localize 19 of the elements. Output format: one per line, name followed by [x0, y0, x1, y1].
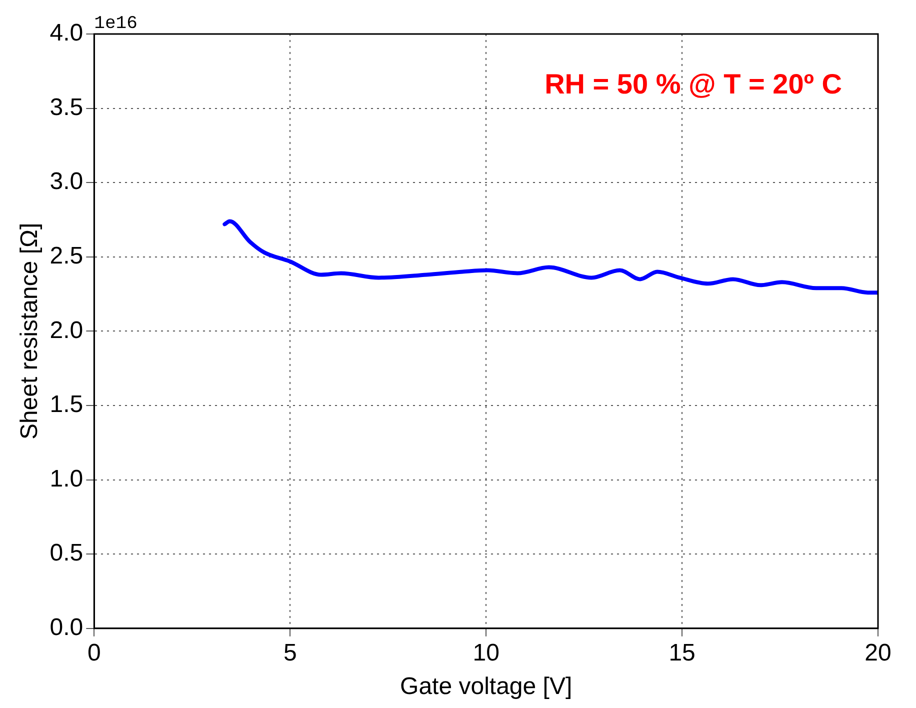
- y-tick-label: 3.0: [50, 168, 84, 196]
- y-tick-label: 1.0: [50, 465, 84, 492]
- x-tick-label: 0: [87, 639, 101, 666]
- line-series: [222, 219, 878, 295]
- y-tick-label: 3.5: [50, 94, 84, 121]
- annotation: RH = 50 % @ T = 20º C: [544, 68, 842, 100]
- y-tick-label: 2.5: [50, 242, 84, 270]
- y-tick-label: 2.0: [50, 316, 84, 344]
- y-tick-label: 1.5: [50, 391, 84, 418]
- x-tick-label: 15: [668, 639, 696, 666]
- y-axis-title: Sheet resistance [Ω]: [16, 222, 44, 440]
- x-tick-label: 5: [283, 639, 297, 666]
- y-tick-label: 4.0: [50, 20, 84, 47]
- text: 1e16: [94, 14, 138, 34]
- x-axis-title: Gate voltage [V]: [400, 673, 572, 700]
- x-tick-label: 10: [472, 639, 500, 666]
- y-tick-label: 0.0: [50, 614, 84, 642]
- x-tick-label: 20: [864, 639, 892, 666]
- y-tick-label: 0.5: [50, 540, 84, 567]
